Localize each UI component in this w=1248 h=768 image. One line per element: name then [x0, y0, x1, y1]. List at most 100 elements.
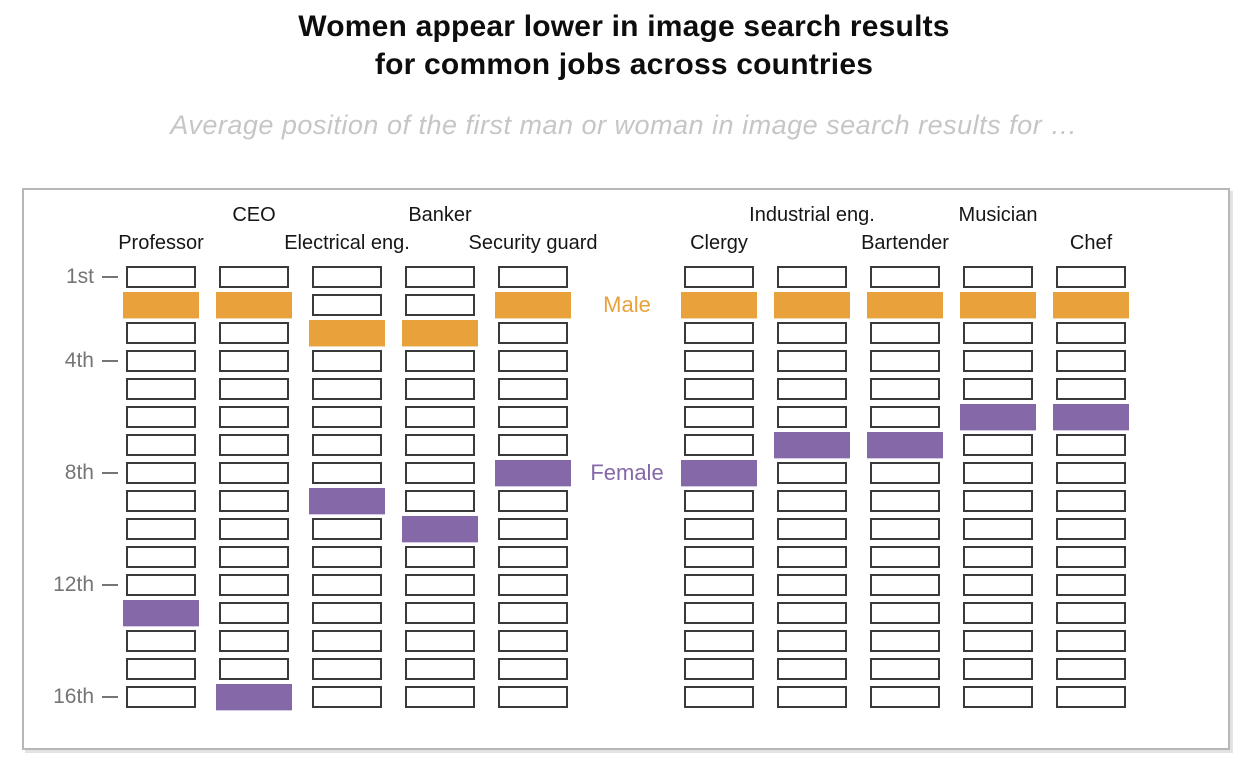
female-position-box: [960, 404, 1036, 430]
position-box: [1056, 630, 1126, 652]
position-box: [963, 546, 1033, 568]
position-box: [126, 686, 196, 708]
position-box: [684, 602, 754, 624]
position-box: [219, 350, 289, 372]
position-box: [870, 378, 940, 400]
position-box: [498, 658, 568, 680]
column-header-musician: Musician: [958, 204, 1038, 226]
position-box: [870, 686, 940, 708]
position-box: [126, 434, 196, 456]
position-box: [1056, 350, 1126, 372]
position-box: [405, 490, 475, 512]
position-box: [219, 406, 289, 428]
column-header-bartender: Bartender: [861, 232, 949, 254]
female-position-box: [681, 460, 757, 486]
position-box: [684, 406, 754, 428]
position-box: [498, 518, 568, 540]
position-box: [870, 630, 940, 652]
position-box: [777, 546, 847, 568]
y-axis-tick-label: 16th: [53, 685, 94, 708]
position-box: [870, 658, 940, 680]
position-box: [498, 686, 568, 708]
male-position-box: [681, 292, 757, 318]
position-box: [219, 574, 289, 596]
position-box: [498, 574, 568, 596]
male-position-box: [309, 320, 385, 346]
position-box: [963, 490, 1033, 512]
position-box: [870, 462, 940, 484]
position-box: [684, 378, 754, 400]
column-bartender: [867, 190, 943, 748]
tick-dash: [102, 584, 118, 586]
position-box: [312, 574, 382, 596]
position-box: [405, 574, 475, 596]
position-box: [312, 294, 382, 316]
position-box: [498, 602, 568, 624]
position-box: [777, 266, 847, 288]
male-position-box: [216, 292, 292, 318]
position-box: [126, 462, 196, 484]
position-box: [1056, 574, 1126, 596]
position-box: [219, 602, 289, 624]
position-box: [777, 350, 847, 372]
legend-label-male: Male: [603, 292, 651, 317]
column-header-ceo: CEO: [232, 204, 276, 226]
male-position-box: [402, 320, 478, 346]
column-clergy: [681, 190, 757, 748]
position-box: [684, 546, 754, 568]
position-box: [870, 406, 940, 428]
position-box: [405, 686, 475, 708]
position-box: [870, 350, 940, 372]
position-box: [963, 378, 1033, 400]
position-box: [126, 490, 196, 512]
tick-dash: [102, 696, 118, 698]
position-box: [684, 490, 754, 512]
position-box: [870, 490, 940, 512]
y-axis-tick: 1st: [24, 265, 118, 288]
position-box: [1056, 322, 1126, 344]
position-box: [870, 322, 940, 344]
position-box: [312, 266, 382, 288]
position-box: [219, 546, 289, 568]
position-box: [405, 434, 475, 456]
tick-dash: [102, 360, 118, 362]
position-box: [405, 546, 475, 568]
position-box: [219, 658, 289, 680]
y-axis-tick-label: 4th: [64, 349, 94, 372]
position-box: [498, 350, 568, 372]
position-box: [777, 378, 847, 400]
position-box: [312, 518, 382, 540]
chart-subtitle: Average position of the first man or wom…: [170, 110, 1078, 140]
legend-label-female: Female: [590, 460, 664, 485]
position-box: [405, 350, 475, 372]
chart-panel: Professor CEO Electrical eng. Banker Securit…: [22, 188, 1230, 750]
position-box: [126, 546, 196, 568]
female-position-box: [495, 460, 571, 486]
y-axis-tick-label: 12th: [53, 573, 94, 596]
column-professor: [123, 190, 199, 748]
chart-title-line-2: for common jobs across countries: [374, 47, 874, 81]
position-box: [1056, 266, 1126, 288]
male-position-box: [960, 292, 1036, 318]
position-box: [963, 350, 1033, 372]
position-box: [1056, 490, 1126, 512]
position-box: [219, 462, 289, 484]
position-box: [405, 658, 475, 680]
position-box: [684, 686, 754, 708]
position-box: [126, 630, 196, 652]
position-box: [684, 322, 754, 344]
female-position-box: [774, 432, 850, 458]
position-box: [963, 686, 1033, 708]
position-box: [777, 462, 847, 484]
position-box: [312, 378, 382, 400]
position-box: [126, 378, 196, 400]
position-box: [405, 406, 475, 428]
column-header-electrical-eng: Electrical eng.: [284, 232, 410, 254]
position-box: [963, 434, 1033, 456]
column-ceo: [216, 190, 292, 748]
position-box: [684, 574, 754, 596]
position-box: [1056, 658, 1126, 680]
position-box: [963, 322, 1033, 344]
position-box: [126, 658, 196, 680]
column-header-professor: Professor: [118, 232, 204, 254]
